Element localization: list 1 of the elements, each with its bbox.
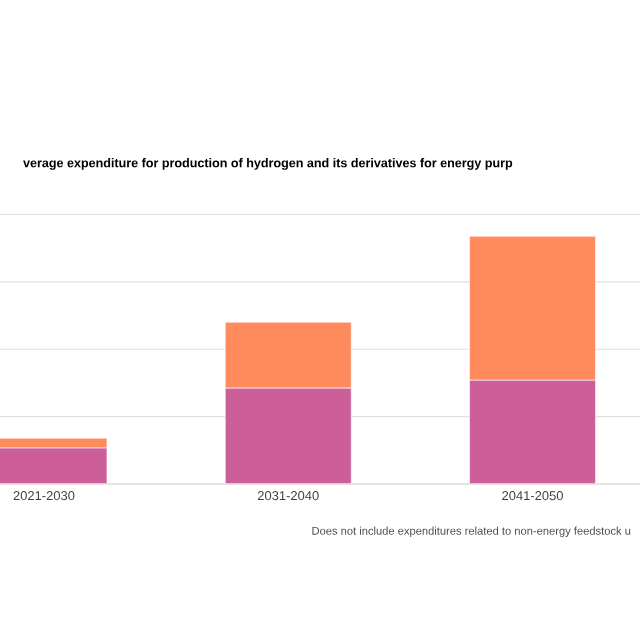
bar [469,379,596,484]
